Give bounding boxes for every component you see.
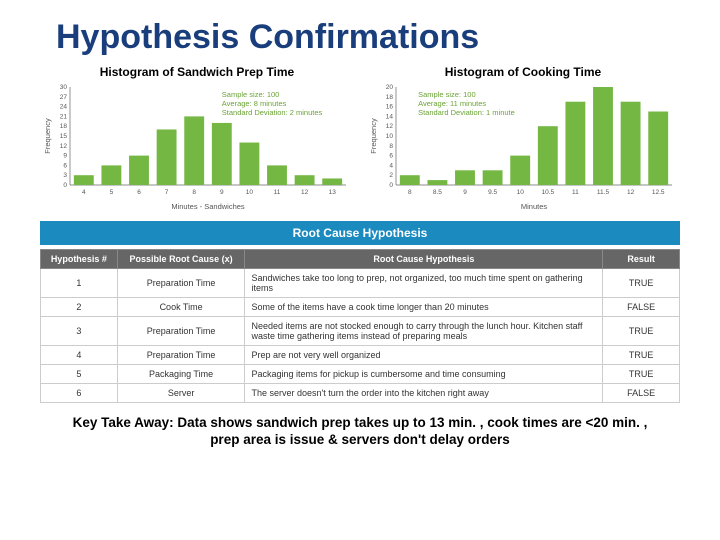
svg-text:24: 24 bbox=[60, 104, 68, 111]
svg-text:30: 30 bbox=[60, 84, 68, 91]
svg-text:4: 4 bbox=[82, 189, 86, 196]
hypothesis-table: Hypothesis #Possible Root Cause (x)Root … bbox=[40, 249, 680, 403]
table-cell: FALSE bbox=[603, 298, 680, 317]
svg-text:9.5: 9.5 bbox=[488, 189, 497, 196]
svg-text:10: 10 bbox=[386, 133, 394, 140]
histogram-sandwich: 0 3 6 9 12 15 18 21 24 27 30 4 5 6 7 8 9 10 11 12 13 Minutes … bbox=[40, 81, 354, 211]
svg-text:16: 16 bbox=[386, 104, 394, 111]
svg-text:11: 11 bbox=[274, 189, 281, 196]
svg-text:3: 3 bbox=[63, 172, 67, 179]
svg-text:18: 18 bbox=[386, 94, 394, 101]
svg-text:Sample size: 100: Sample size: 100 bbox=[222, 90, 280, 99]
table-cell: Server bbox=[117, 384, 245, 403]
table-cell: TRUE bbox=[603, 317, 680, 346]
table-row: 3Preparation TimeNeeded items are not st… bbox=[41, 317, 680, 346]
svg-text:Average: 11 minutes: Average: 11 minutes bbox=[418, 99, 486, 108]
table-row: 1Preparation TimeSandwiches take too lon… bbox=[41, 269, 680, 298]
table-cell: Packaging items for pickup is cumbersome… bbox=[245, 365, 603, 384]
table-header: Hypothesis # bbox=[41, 250, 118, 269]
chart2-title: Histogram of Cooking Time bbox=[366, 65, 680, 79]
root-cause-banner: Root Cause Hypothesis bbox=[40, 221, 680, 245]
svg-text:20: 20 bbox=[386, 84, 394, 91]
svg-text:8: 8 bbox=[192, 189, 196, 196]
svg-text:9: 9 bbox=[63, 153, 67, 160]
page-title: Hypothesis Confirmations bbox=[0, 0, 720, 65]
table-cell: Packaging Time bbox=[117, 365, 245, 384]
table-cell: TRUE bbox=[603, 346, 680, 365]
svg-text:5: 5 bbox=[110, 189, 114, 196]
svg-text:Frequency: Frequency bbox=[369, 118, 378, 154]
svg-text:11.5: 11.5 bbox=[597, 189, 610, 196]
table-cell: Preparation Time bbox=[117, 269, 245, 298]
svg-text:21: 21 bbox=[60, 113, 68, 120]
svg-text:4: 4 bbox=[389, 162, 393, 169]
table-cell: Cook Time bbox=[117, 298, 245, 317]
svg-text:8.5: 8.5 bbox=[433, 189, 442, 196]
svg-text:10.5: 10.5 bbox=[541, 189, 554, 196]
svg-text:12: 12 bbox=[627, 189, 635, 196]
table-header: Possible Root Cause (x) bbox=[117, 250, 245, 269]
svg-text:8: 8 bbox=[408, 189, 412, 196]
svg-text:12: 12 bbox=[301, 189, 309, 196]
svg-text:7: 7 bbox=[165, 189, 169, 196]
chart1-title: Histogram of Sandwich Prep Time bbox=[40, 65, 354, 79]
table-cell: TRUE bbox=[603, 269, 680, 298]
svg-text:18: 18 bbox=[60, 123, 68, 130]
svg-text:Standard Deviation: 2 minutes: Standard Deviation: 2 minutes bbox=[222, 108, 323, 117]
svg-text:Sample size: 100: Sample size: 100 bbox=[418, 90, 476, 99]
table-cell: Preparation Time bbox=[117, 317, 245, 346]
svg-text:27: 27 bbox=[60, 94, 68, 101]
svg-text:2: 2 bbox=[389, 172, 393, 179]
table-cell: 6 bbox=[41, 384, 118, 403]
table-cell: FALSE bbox=[603, 384, 680, 403]
table-header: Root Cause Hypothesis bbox=[245, 250, 603, 269]
table-cell: 3 bbox=[41, 317, 118, 346]
svg-text:6: 6 bbox=[63, 162, 67, 169]
svg-text:10: 10 bbox=[246, 189, 254, 196]
charts-row: Histogram of Sandwich Prep Time 0 3 6 9 12 15… bbox=[0, 65, 720, 215]
svg-text:0: 0 bbox=[63, 182, 67, 189]
table-cell: The server doesn't turn the order into t… bbox=[245, 384, 603, 403]
svg-text:0: 0 bbox=[389, 182, 393, 189]
svg-text:9: 9 bbox=[220, 189, 224, 196]
table-cell: TRUE bbox=[603, 365, 680, 384]
svg-text:10: 10 bbox=[517, 189, 525, 196]
table-row: 5Packaging TimePackaging items for picku… bbox=[41, 365, 680, 384]
svg-text:6: 6 bbox=[137, 189, 141, 196]
table-cell: 5 bbox=[41, 365, 118, 384]
svg-text:Minutes - Sandwiches: Minutes - Sandwiches bbox=[171, 202, 245, 211]
svg-text:6: 6 bbox=[389, 153, 393, 160]
table-cell: Some of the items have a cook time longe… bbox=[245, 298, 603, 317]
histogram-cooking: 0 2 4 6 8 10 12 14 16 18 20 8 8.5 9 9.5 10 10.5 11 11.5 12 1… bbox=[366, 81, 680, 211]
table-cell: Preparation Time bbox=[117, 346, 245, 365]
svg-text:13: 13 bbox=[329, 189, 337, 196]
table-cell: 2 bbox=[41, 298, 118, 317]
svg-text:15: 15 bbox=[60, 133, 68, 140]
table-row: 6ServerThe server doesn't turn the order… bbox=[41, 384, 680, 403]
table-cell: 1 bbox=[41, 269, 118, 298]
svg-text:Frequency: Frequency bbox=[43, 118, 52, 154]
key-takeaway: Key Take Away: Data shows sandwich prep … bbox=[0, 403, 720, 449]
table-cell: 4 bbox=[41, 346, 118, 365]
svg-text:12: 12 bbox=[60, 143, 68, 150]
table-cell: Needed items are not stocked enough to c… bbox=[245, 317, 603, 346]
svg-text:9: 9 bbox=[463, 189, 467, 196]
svg-text:Average: 8 minutes: Average: 8 minutes bbox=[222, 99, 287, 108]
svg-text:Standard Deviation: 1 minute: Standard Deviation: 1 minute bbox=[418, 108, 515, 117]
chart-cooking: Histogram of Cooking Time 0 2 4 6 8 10 12 14 16 1… bbox=[366, 65, 680, 211]
table-cell: Sandwiches take too long to prep, not or… bbox=[245, 269, 603, 298]
table-header: Result bbox=[603, 250, 680, 269]
svg-text:14: 14 bbox=[386, 113, 394, 120]
svg-text:12: 12 bbox=[386, 123, 394, 130]
svg-text:12.5: 12.5 bbox=[652, 189, 665, 196]
svg-text:8: 8 bbox=[389, 143, 393, 150]
table-row: 4Preparation TimePrep are not very well … bbox=[41, 346, 680, 365]
svg-text:Minutes: Minutes bbox=[521, 202, 548, 211]
table-cell: Prep are not very well organized bbox=[245, 346, 603, 365]
table-row: 2Cook TimeSome of the items have a cook … bbox=[41, 298, 680, 317]
svg-text:11: 11 bbox=[572, 189, 579, 196]
chart-sandwich: Histogram of Sandwich Prep Time 0 3 6 9 12 15… bbox=[40, 65, 354, 211]
